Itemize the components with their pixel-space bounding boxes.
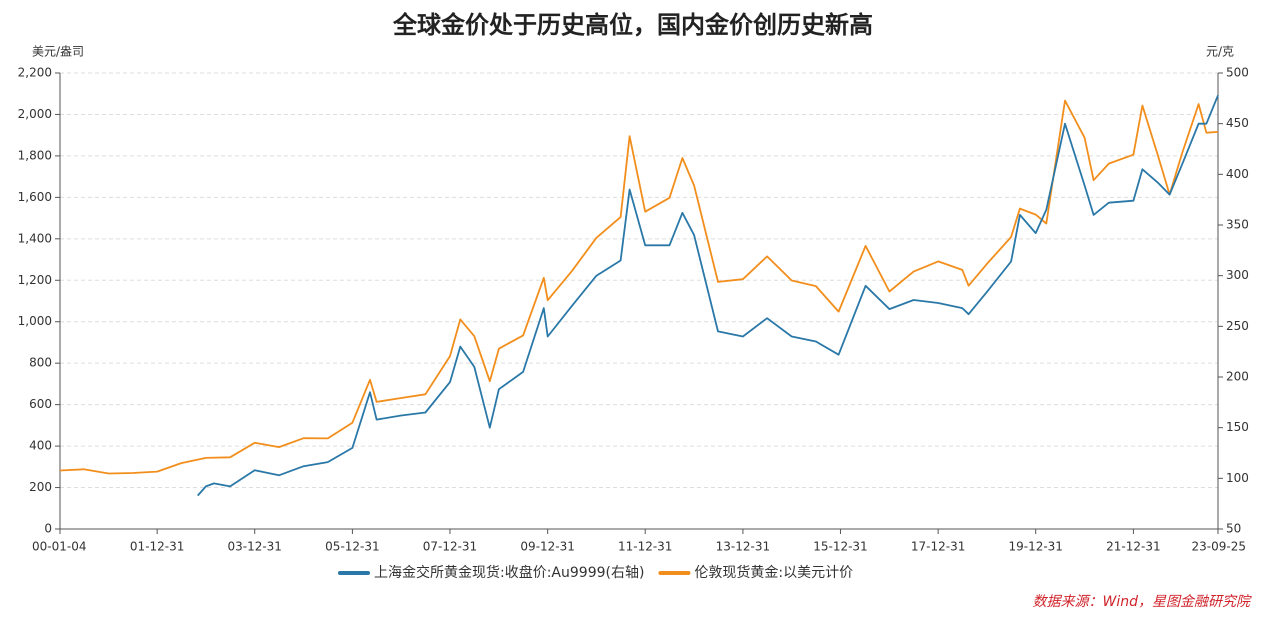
y2-tick-label: 100 — [1226, 471, 1249, 485]
y2-tick-label: 50 — [1226, 522, 1241, 536]
y-tick-label: 1,200 — [18, 273, 52, 287]
x-tick-label: 00-01-04 — [32, 540, 86, 554]
x-tick-label: 19-12-31 — [1008, 540, 1062, 554]
x-tick-label: 01-12-31 — [130, 540, 184, 554]
y2-tick-label: 450 — [1226, 116, 1249, 130]
y-tick-label: 1,000 — [18, 314, 52, 328]
y-tick-label: 600 — [29, 397, 52, 411]
x-tick-label: 05-12-31 — [325, 540, 379, 554]
legend-label: 伦敦现货黄金:以美元计价 — [694, 564, 853, 581]
y-tick-label: 800 — [29, 356, 52, 370]
series-line — [59, 99, 1219, 475]
x-tick-label: 07-12-31 — [423, 540, 477, 554]
y-axis-label: 美元/盎司 — [32, 45, 84, 59]
y-tick-label: 200 — [29, 480, 52, 494]
y2-tick-label: 200 — [1226, 370, 1249, 384]
chart-title: 全球金价处于历史高位，国内金价创历史新高 — [392, 11, 873, 39]
y2-tick-label: 250 — [1226, 319, 1249, 333]
legend-label: 上海金交所黄金现货:收盘价:Au9999(右轴) — [374, 564, 644, 581]
x-tick-label: 13-12-31 — [716, 540, 770, 554]
x-tick-label: 21-12-31 — [1106, 540, 1160, 554]
x-tick-label: 17-12-31 — [911, 540, 965, 554]
x-tick-label: 09-12-31 — [520, 540, 574, 554]
x-tick-label: 03-12-31 — [227, 540, 281, 554]
y-tick-label: 1,600 — [18, 190, 52, 204]
y2-tick-label: 400 — [1226, 167, 1249, 181]
y-tick-label: 1,800 — [18, 148, 52, 162]
y-tick-label: 1,400 — [18, 231, 52, 245]
y-tick-label: 2,000 — [18, 107, 52, 121]
x-tick-label: 11-12-31 — [618, 540, 672, 554]
y-tick-label: 0 — [44, 522, 52, 536]
y2-tick-label: 150 — [1226, 420, 1249, 434]
x-tick-label: 23-09-25 — [1192, 540, 1246, 554]
source-note: 数据来源：Wind，星图金融研究院 — [1033, 594, 1252, 610]
series-line — [197, 94, 1219, 497]
y2-axis-label: 元/克 — [1206, 45, 1234, 59]
y2-tick-label: 350 — [1226, 218, 1249, 232]
y2-tick-label: 500 — [1226, 66, 1249, 80]
y-tick-label: 2,200 — [18, 66, 52, 80]
y2-tick-label: 300 — [1226, 268, 1249, 282]
y-tick-label: 400 — [29, 439, 52, 453]
x-tick-label: 15-12-31 — [813, 540, 867, 554]
